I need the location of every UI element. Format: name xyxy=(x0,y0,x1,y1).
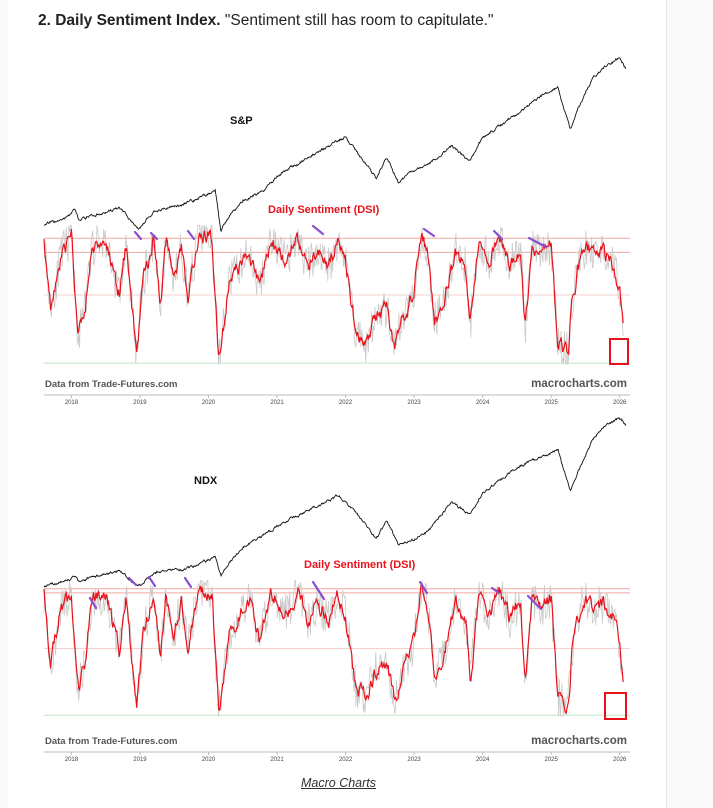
sentiment-peak-marker xyxy=(311,224,325,236)
heading-quote: "Sentiment still has room to capitulate.… xyxy=(224,12,494,29)
capitulation-highlight-box xyxy=(609,338,629,365)
x-tick-label: 2024 xyxy=(476,757,490,763)
x-tick-label: 2018 xyxy=(65,400,79,406)
x-tick-label: 2021 xyxy=(270,400,284,406)
x-tick-label: 2023 xyxy=(407,400,421,406)
capitulation-highlight-box xyxy=(604,692,627,720)
data-source-label: Data from Trade-Futures.com xyxy=(45,736,178,747)
data-source-label: Data from Trade-Futures.com xyxy=(45,379,178,390)
x-tick-label: 2025 xyxy=(545,757,559,763)
sentiment-peak-marker xyxy=(133,230,143,241)
sentiment-peak-marker xyxy=(127,576,138,587)
x-tick-label: 2018 xyxy=(65,757,79,763)
x-tick-label: 2021 xyxy=(270,757,284,763)
x-tick-label: 2024 xyxy=(476,400,490,406)
x-tick-label: 2022 xyxy=(339,400,353,406)
chart-canvas: NDX Daily Sentiment (DSI) Data from Trade-… xyxy=(43,417,630,763)
sp-dsi-chart: S&P Daily Sentiment (DSI) Data from Trade-… xyxy=(8,48,666,410)
x-tick-label: 2019 xyxy=(133,757,147,763)
sentiment-peak-marker xyxy=(186,229,196,241)
sentiment-peak-marker xyxy=(526,594,543,611)
price-series-line xyxy=(43,417,627,588)
x-tick-label: 2020 xyxy=(202,400,216,406)
sentiment-peak-marker xyxy=(183,576,193,589)
x-tick-label: 2026 xyxy=(613,400,627,406)
watermark-label: macrocharts.com xyxy=(531,378,627,390)
sentiment-peak-marker xyxy=(490,586,501,595)
price-series-label: NDX xyxy=(194,475,218,487)
section-heading: 2. Daily Sentiment Index. "Sentiment sti… xyxy=(38,12,494,30)
dsi-series-label: Daily Sentiment (DSI) xyxy=(304,559,416,571)
sentiment-peak-marker xyxy=(88,596,98,610)
sentiment-peak-marker xyxy=(422,227,436,238)
sentiment-peak-marker xyxy=(147,575,157,588)
watermark-label: macrocharts.com xyxy=(531,735,627,747)
x-tick-label: 2023 xyxy=(407,757,421,763)
sentiment-peak-marker xyxy=(527,236,548,249)
sentiment-peak-marker xyxy=(311,580,326,601)
sentiment-peak-marker xyxy=(492,229,504,241)
credit-link[interactable]: Macro Charts xyxy=(301,776,377,790)
x-tick-label: 2019 xyxy=(133,400,147,406)
sentiment-peak-marker xyxy=(149,231,159,241)
chart-canvas: S&P Daily Sentiment (DSI) Data from Trade-… xyxy=(43,57,630,406)
x-tick-label: 2026 xyxy=(613,757,627,763)
price-series-line xyxy=(43,57,627,233)
dsi-series-line xyxy=(43,228,624,356)
price-series-label: S&P xyxy=(230,115,253,127)
x-tick-label: 2022 xyxy=(339,757,353,763)
dsi-series-line xyxy=(43,582,624,715)
sentiment-peak-marker xyxy=(418,580,429,595)
ndx-dsi-chart: NDX Daily Sentiment (DSI) Data from Trade-… xyxy=(8,406,666,768)
heading-title: 2. Daily Sentiment Index. xyxy=(38,12,221,29)
x-tick-label: 2020 xyxy=(202,757,216,763)
dsi-series-label: Daily Sentiment (DSI) xyxy=(268,204,380,216)
post-content: 2. Daily Sentiment Index. "Sentiment sti… xyxy=(8,0,667,808)
x-tick-label: 2025 xyxy=(545,400,559,406)
